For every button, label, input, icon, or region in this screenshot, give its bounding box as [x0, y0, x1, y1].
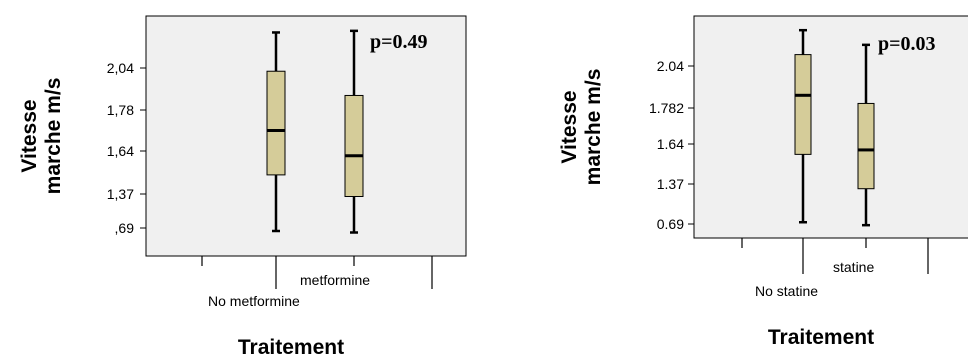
y-tick-label: 2.04 [657, 58, 684, 74]
y-axis-title-right: Vitesse marche m/s [558, 69, 605, 186]
x-axis-title-left: Traitement [238, 336, 344, 358]
p-value-right: p=0.03 [878, 33, 936, 55]
y-tick-label: 1,78 [107, 102, 134, 118]
y-axis-title-line2: marche m/s [42, 78, 65, 195]
y-axis-title-line2: marche m/s [582, 69, 605, 186]
y-tick-label: 0.69 [657, 216, 684, 232]
y-tick-label: 2,04 [107, 60, 134, 76]
x-category-label: metformine [300, 272, 370, 288]
x-category-label: No metformine [208, 293, 300, 309]
y-tick-label: 1.782 [649, 100, 684, 116]
y-axis-title-line1: Vitesse [18, 99, 41, 172]
plot-area-left [145, 15, 467, 257]
y-ticks-right: 0.69 1.37 1.64 1.782 2.04 [649, 58, 694, 232]
box-iqr [266, 70, 286, 176]
p-value-left: p=0.49 [370, 31, 428, 53]
chart-left: ,69 1,37 1,64 1,78 2,04 p=0.49 metformine No… [18, 15, 467, 358]
y-tick-label: 1.37 [657, 176, 684, 192]
boxes-right [794, 28, 875, 227]
y-tick-label: 1,37 [107, 186, 134, 202]
box-iqr [794, 54, 812, 155]
box-iqr [857, 102, 875, 190]
chart-right: 0.69 1.37 1.64 1.782 2.04 p=0.03 statine No … [558, 15, 968, 349]
box-iqr [344, 94, 364, 197]
y-tick-label: 1,64 [107, 143, 134, 159]
x-axis-title-right: Traitement [768, 326, 874, 349]
y-tick-label: 1.64 [657, 136, 684, 152]
plot-area-right [693, 15, 968, 239]
y-ticks-left: ,69 1,37 1,64 1,78 2,04 [107, 60, 146, 236]
boxes-left [266, 29, 364, 234]
y-axis-title-left: Vitesse marche m/s [18, 78, 65, 195]
y-axis-title-line1: Vitesse [558, 90, 581, 163]
x-category-label: statine [833, 259, 874, 275]
x-category-label: No statine [755, 283, 818, 299]
y-tick-label: ,69 [115, 220, 135, 236]
